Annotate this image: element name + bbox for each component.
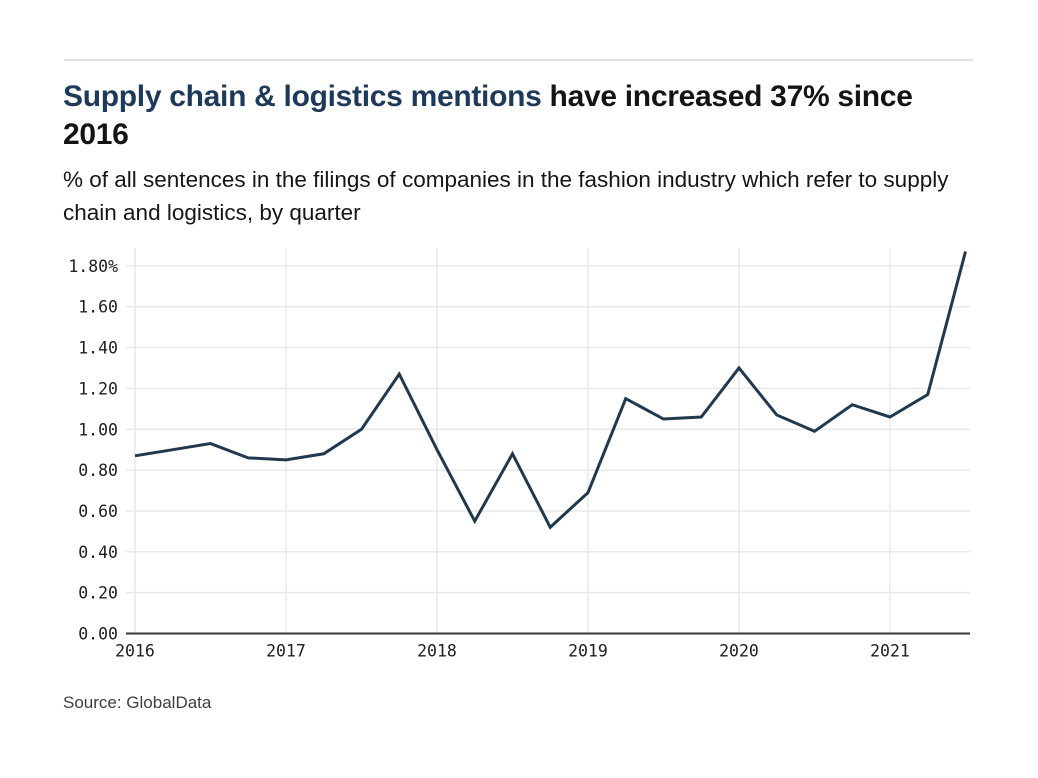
y-axis-tick-label: 0.20 (78, 584, 118, 603)
x-axis-tick-label: 2020 (719, 642, 759, 661)
y-axis-tick-label: 1.80% (68, 257, 118, 276)
x-axis-tick-label: 2017 (266, 642, 306, 661)
page-title: Supply chain & logistics mentions have i… (63, 78, 975, 154)
data-series-line (134, 251, 967, 530)
y-axis-tick-label: 1.60 (78, 298, 118, 317)
x-axis-tick-label: 2019 (568, 642, 608, 661)
chart-subtitle: % of all sentences in the filings of com… (63, 167, 949, 225)
y-axis-tick-label: 1.40 (78, 339, 118, 358)
source-attribution: Source: GlobalData (63, 693, 212, 712)
y-axis-tick-label: 0.60 (78, 502, 118, 521)
top-divider (64, 59, 973, 61)
y-axis-tick-label: 0.00 (78, 625, 118, 644)
title-accent-text: Supply chain & logistics mentions (63, 80, 542, 113)
y-axis-tick-label: 1.20 (78, 379, 118, 398)
y-axis-tick-label: 0.80 (78, 461, 118, 480)
x-axis-tick-label: 2021 (870, 642, 910, 661)
x-axis-tick-label: 2016 (115, 642, 155, 661)
title-rest-text: have increased 37% since 2016 (63, 80, 913, 151)
y-axis-tick-label: 0.40 (78, 543, 118, 562)
line-chart: 0.00 0.20 0.40 0.60 0.80 1.00 1.20 1.40 1.60 1.80… (68, 248, 970, 661)
y-axis-tick-label: 1.00 (78, 420, 118, 439)
x-axis-tick-label: 2018 (417, 642, 457, 661)
